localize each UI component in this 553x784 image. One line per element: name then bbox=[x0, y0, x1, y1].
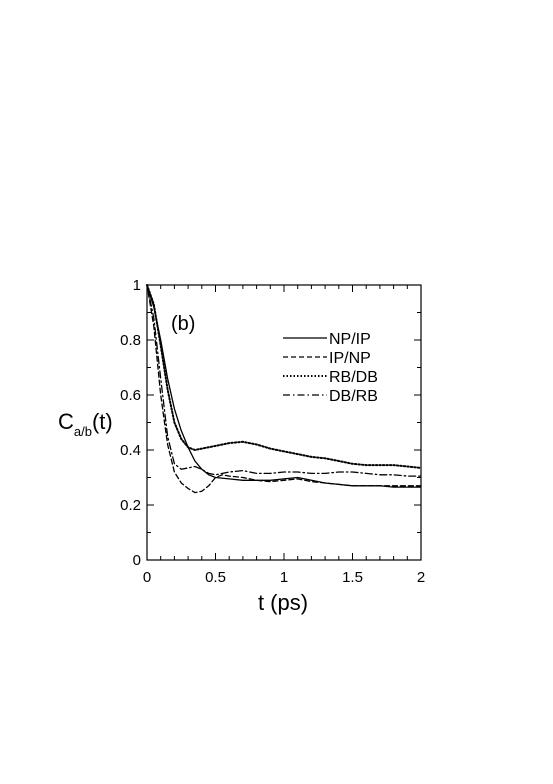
legend-label: NP/IP bbox=[329, 331, 371, 348]
axis-ticks: 0 0.5 1 1.5 2 0 0.2 0.4 0.6 0.8 1 bbox=[120, 277, 425, 586]
data-series bbox=[146, 284, 422, 494]
series-line-db-rb bbox=[146, 284, 422, 477]
y-axis-label-main: C bbox=[58, 409, 74, 434]
svg-text:Ca/b(t): Ca/b(t) bbox=[58, 409, 113, 439]
y-tick-label: 0.6 bbox=[120, 387, 141, 404]
y-axis-label: Ca/b(t) bbox=[58, 409, 113, 439]
y-tick-label: 0.4 bbox=[120, 442, 141, 459]
y-tick-label: 0.8 bbox=[120, 332, 141, 349]
legend-label: RB/DB bbox=[329, 369, 378, 386]
legend-label: IP/NP bbox=[329, 350, 371, 367]
legend-label: DB/RB bbox=[329, 388, 378, 405]
legend: NP/IP IP/NP RB/DB DB/RB bbox=[283, 331, 378, 405]
series-line-rb-db bbox=[146, 284, 422, 469]
series-line-ip-np bbox=[146, 284, 422, 494]
y-tick-label: 0.2 bbox=[120, 497, 141, 514]
x-tick-label: 2 bbox=[417, 569, 425, 586]
x-tick-label: 1 bbox=[280, 569, 288, 586]
x-tick-label: 0 bbox=[143, 569, 151, 586]
y-tick-label: 0 bbox=[133, 552, 141, 569]
y-axis-label-subscript: a/b bbox=[74, 424, 92, 439]
x-tick-label: 1.5 bbox=[342, 569, 363, 586]
panel-label: (b) bbox=[171, 313, 195, 335]
y-axis-label-suffix: (t) bbox=[92, 409, 113, 434]
x-axis-label: t (ps) bbox=[258, 590, 308, 615]
x-tick-label: 0.5 bbox=[205, 569, 226, 586]
y-tick-label: 1 bbox=[133, 277, 141, 294]
